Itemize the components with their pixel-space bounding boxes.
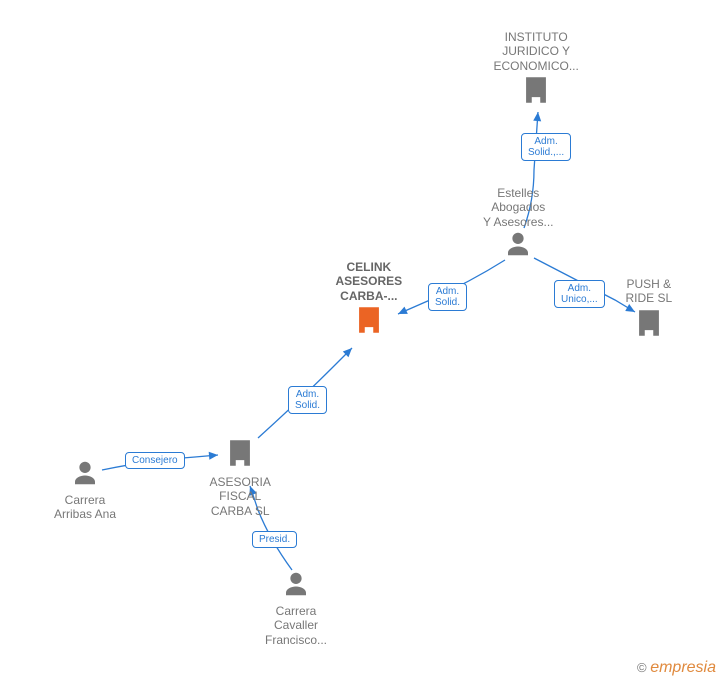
node-label-estelles: Estelles Abogados Y Asesores...: [483, 186, 553, 229]
person-icon: [70, 458, 100, 488]
node-label-instituto: INSTITUTO JURIDICO Y ECONOMICO...: [494, 30, 579, 73]
edge-label-5: Presid.: [252, 531, 297, 548]
node-estelles: Estelles Abogados Y Asesores...: [483, 186, 553, 264]
edge-label-4: Consejero: [125, 452, 185, 469]
node-label-francisco: Carrera Cavaller Francisco...: [265, 604, 327, 647]
node-push: PUSH & RIDE SL: [626, 277, 673, 345]
node-celink: CELINK ASESORES CARBA-...: [336, 260, 403, 342]
edge-label-3: Adm. Solid.: [288, 386, 327, 414]
edge-label-0: Adm. Solid.,...: [521, 133, 571, 161]
edge-label-2: Adm. Unico,...: [554, 280, 605, 308]
node-asesoria: ASESORIA FISCAL CARBA SL: [210, 436, 271, 518]
building-icon: [632, 306, 666, 340]
building-icon: [519, 73, 553, 107]
node-label-asesoria: ASESORIA FISCAL CARBA SL: [210, 475, 271, 518]
building-icon: [352, 303, 386, 337]
credit-symbol: ©: [637, 660, 647, 675]
person-icon: [503, 229, 533, 259]
edge-label-1: Adm. Solid.: [428, 283, 467, 311]
node-ana: Carrera Arribas Ana: [54, 458, 116, 522]
node-label-ana: Carrera Arribas Ana: [54, 493, 116, 522]
node-francisco: Carrera Cavaller Francisco...: [265, 569, 327, 647]
node-label-celink: CELINK ASESORES CARBA-...: [336, 260, 403, 303]
credit-brand: empresia: [650, 659, 716, 676]
person-icon: [281, 569, 311, 599]
building-icon: [223, 436, 257, 470]
node-label-push: PUSH & RIDE SL: [626, 277, 673, 306]
edges-layer: [0, 0, 728, 685]
credit: © empresia: [637, 659, 716, 677]
node-instituto: INSTITUTO JURIDICO Y ECONOMICO...: [494, 30, 579, 112]
